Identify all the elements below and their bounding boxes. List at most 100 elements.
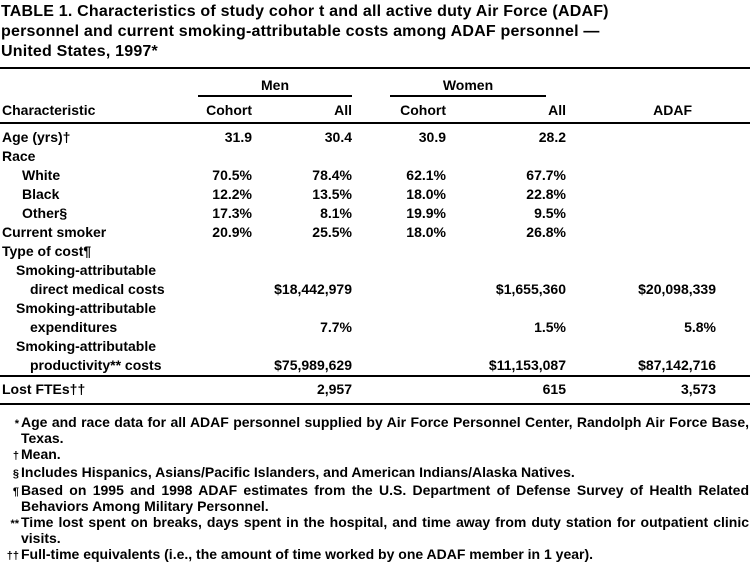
footnote-marker: § <box>12 468 19 480</box>
footnote-marker: † <box>12 450 19 462</box>
footnote: †† Full-time equivalents (i.e., the amoun… <box>0 546 750 564</box>
table-title: TABLE 1. Characteristics of study cohor … <box>0 2 750 69</box>
row-label: Age (yrs)† <box>2 129 71 145</box>
footnote: ** Time lost spent on breaks, days spent … <box>0 514 750 546</box>
table-row: Smoking-attributable direct medical costs… <box>0 261 750 299</box>
value-cell: 12.2% <box>212 186 252 202</box>
value-cell: 13.5% <box>312 186 352 202</box>
value-cell <box>192 299 254 337</box>
row-label: White <box>22 167 61 183</box>
column-header-characteristic: Characteristic <box>0 97 192 124</box>
value-cell <box>192 375 254 404</box>
table-row: Race <box>0 147 750 166</box>
value-cell: 22.8% <box>526 186 566 202</box>
table-row: Age (yrs)† 31.9 30.4 30.9 28.2 <box>0 123 750 147</box>
spanner-spacer <box>568 69 750 97</box>
footnote-text: Mean. <box>21 446 61 462</box>
title-line-3: United States, 1997* <box>1 43 158 60</box>
table-row: Black 12.2% 13.5% 18.0% 22.8% <box>0 185 750 204</box>
row-label: Smoking-attributable expenditures <box>16 300 157 335</box>
value-cell: 615 <box>448 375 568 404</box>
value-cell <box>354 375 448 404</box>
value-cell: 78.4% <box>312 167 352 183</box>
value-cell: $1,655,360 <box>495 281 566 297</box>
value-cell: 20.9% <box>212 224 252 240</box>
row-label: Race <box>2 148 36 164</box>
value-cell <box>568 185 750 204</box>
value-cell: 26.8% <box>526 224 566 240</box>
value-cell: $87,142,716 <box>638 357 716 373</box>
row-label: Type of cost¶ <box>2 243 92 259</box>
title-line-2: personnel and current smoking-attributab… <box>1 23 600 40</box>
value-cell: 67.7% <box>526 167 566 183</box>
value-cell: 3,573 <box>568 375 750 404</box>
row-label: Smoking-attributable productivity** costs <box>16 338 162 373</box>
footnote: ¶ Based on 1995 and 1998 ADAF estimates f… <box>0 482 750 514</box>
value-cell: 18.0% <box>406 186 446 202</box>
footnote: * Age and race data for all ADAF personne… <box>0 414 750 446</box>
footnote: § Includes Hispanics, Asians/Pacific Isla… <box>0 464 750 482</box>
spanner-row: Men Women <box>0 69 750 97</box>
value-cell: $75,989,629 <box>274 357 352 373</box>
value-cell <box>354 242 448 261</box>
value-cell: 17.3% <box>212 205 252 221</box>
title-line-1: TABLE 1. Characteristics of study cohor … <box>1 3 609 20</box>
row-label: Other§ <box>22 205 68 221</box>
footnotes: * Age and race data for all ADAF personne… <box>0 414 750 564</box>
column-header-women-all: All <box>448 97 568 124</box>
value-cell: 30.4 <box>324 129 352 145</box>
value-cell: 62.1% <box>406 167 446 183</box>
value-cell <box>354 299 448 337</box>
footnote-text: Full-time equivalents (i.e., the amount … <box>21 546 594 562</box>
table-row: White 70.5% 78.4% 62.1% 67.7% <box>0 166 750 185</box>
table-body: Age (yrs)† 31.9 30.4 30.9 28.2 Race White 70.5%… <box>0 123 750 404</box>
value-cell: 2,957 <box>254 375 354 404</box>
women-spanner: Women <box>354 69 568 97</box>
value-cell <box>568 147 750 166</box>
row-label: Current smoker <box>2 224 107 240</box>
spanner-spacer <box>0 69 192 97</box>
data-table: Men Women Characteristic Cohort All Coho… <box>0 69 750 405</box>
footnote-text: Time lost spent on breaks, days spent in… <box>21 514 749 546</box>
value-cell: 28.2 <box>538 129 566 145</box>
value-cell <box>254 242 354 261</box>
value-cell: 8.1% <box>320 205 352 221</box>
value-cell: 18.0% <box>406 224 446 240</box>
value-cell: 7.7% <box>320 319 352 335</box>
footnote-marker: ¶ <box>12 486 19 498</box>
table-row: Smoking-attributable expenditures 7.7% 1.5%… <box>0 299 750 337</box>
footnote-text: Includes Hispanics, Asians/Pacific Islan… <box>21 464 575 480</box>
value-cell <box>568 204 750 223</box>
row-label: Lost FTEs†† <box>0 375 192 404</box>
value-cell: 19.9% <box>406 205 446 221</box>
value-cell: $11,153,087 <box>488 357 566 373</box>
table-row: Other§ 17.3% 8.1% 19.9% 9.5% <box>0 204 750 223</box>
footnote-marker: †† <box>6 550 19 562</box>
value-cell <box>354 261 448 299</box>
men-spanner: Men <box>192 69 354 97</box>
value-cell <box>568 166 750 185</box>
footnote-marker: ** <box>10 518 19 530</box>
value-cell: 1.5% <box>534 319 566 335</box>
header-row: Characteristic Cohort All Cohort All ADA… <box>0 97 750 124</box>
table-row: Current smoker 20.9% 25.5% 18.0% 26.8% <box>0 223 750 242</box>
value-cell <box>568 242 750 261</box>
women-group-label: Women <box>442 77 494 93</box>
value-cell: 31.9 <box>224 129 252 145</box>
value-cell <box>354 147 448 166</box>
men-group-label: Men <box>261 77 289 93</box>
table-row: Lost FTEs†† 2,957 615 3,573 <box>0 375 750 404</box>
table-row: Smoking-attributable productivity** costs… <box>0 337 750 376</box>
value-cell: 25.5% <box>312 224 352 240</box>
value-cell <box>192 147 254 166</box>
value-cell: 70.5% <box>212 167 252 183</box>
value-cell <box>192 337 254 376</box>
value-cell: 5.8% <box>684 319 716 335</box>
row-label: Black <box>22 186 60 202</box>
footnote: † Mean. <box>0 446 750 464</box>
column-header-adaf: ADAF <box>568 97 750 124</box>
value-cell <box>354 337 448 376</box>
value-cell: $20,098,339 <box>638 281 716 297</box>
footnote-text: Age and race data for all ADAF personnel… <box>21 414 749 446</box>
